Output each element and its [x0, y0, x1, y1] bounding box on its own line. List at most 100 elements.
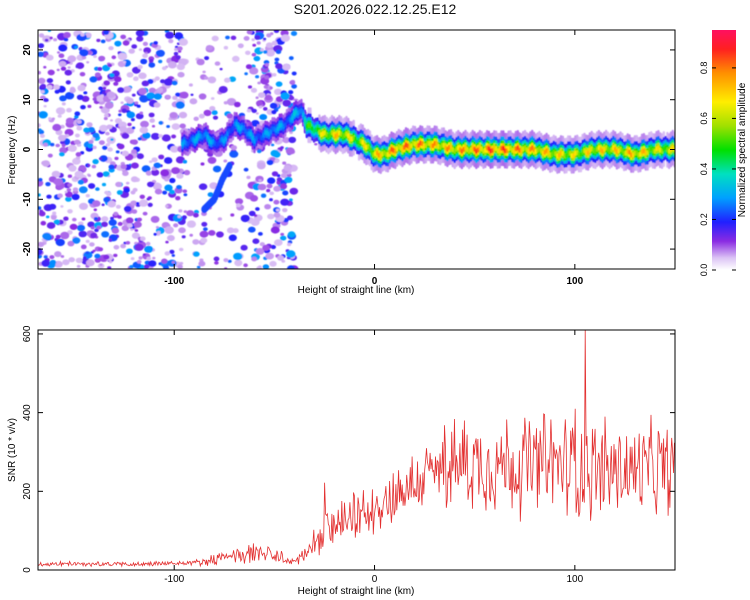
noise-speckle [188, 83, 193, 87]
noise-speckle [81, 55, 87, 60]
noise-speckle [128, 48, 135, 54]
noise-speckle [64, 190, 68, 194]
noise-speckle [92, 132, 100, 139]
noise-speckle [251, 108, 257, 113]
colorbar-label: Normalized spectral amplitude [737, 82, 748, 217]
noise-speckle [266, 33, 272, 38]
noise-speckle [97, 247, 104, 252]
noise-speckle [91, 137, 96, 141]
noise-speckle [181, 215, 187, 220]
noise-speckle [57, 193, 63, 198]
noise-speckle [101, 216, 109, 222]
noise-speckle [255, 75, 260, 79]
noise-speckle [269, 260, 277, 267]
noise-speckle [126, 223, 133, 228]
noise-speckle [272, 73, 277, 77]
noise-speckle [126, 97, 134, 104]
noise-speckle [45, 182, 51, 187]
noise-speckle [270, 143, 275, 147]
noise-speckle [164, 177, 170, 182]
noise-speckle [212, 115, 219, 120]
ridge-cell [312, 128, 316, 134]
ridge-cell [238, 126, 242, 132]
noise-speckle [288, 56, 294, 61]
ridge-cell [347, 133, 350, 139]
ridge-cell [421, 141, 424, 147]
noise-speckle [279, 183, 288, 190]
noise-speckle [245, 50, 251, 55]
noise-speckle [146, 92, 156, 100]
noise-speckle [174, 47, 179, 52]
noise-speckle [69, 87, 76, 93]
noise-speckle [75, 257, 83, 264]
ridge-cell [186, 141, 189, 147]
ridge-halo-speckle [314, 143, 318, 146]
noise-speckle [193, 212, 199, 218]
noise-speckle [280, 92, 290, 100]
noise-speckle [136, 202, 140, 205]
noise-speckle [51, 215, 57, 220]
ridge-cell [424, 143, 427, 149]
noise-speckle [140, 120, 149, 128]
noise-speckle [266, 188, 271, 193]
noise-speckle [123, 187, 130, 193]
noise-speckle [115, 181, 122, 188]
noise-speckle [176, 63, 185, 71]
ridge-cell [512, 148, 516, 154]
noise-speckle [62, 259, 70, 266]
noise-speckle [256, 41, 261, 45]
noise-speckle [179, 123, 186, 129]
noise-speckle [182, 189, 188, 193]
noise-speckle [265, 94, 272, 101]
noise-speckle [116, 190, 123, 195]
noise-speckle [179, 261, 184, 265]
colorbar-tick-label: 0.0 [699, 264, 709, 277]
noise-speckle [192, 239, 200, 245]
noise-speckle [171, 254, 175, 257]
noise-speckle [153, 232, 157, 236]
noise-speckle [266, 183, 273, 189]
noise-speckle [257, 183, 267, 191]
noise-speckle [76, 94, 84, 101]
noise-speckle [175, 196, 181, 201]
ridge-cell [496, 148, 500, 154]
noise-speckle [183, 210, 188, 214]
noise-speckle [38, 33, 45, 38]
noise-speckle [224, 77, 231, 83]
noise-speckle [270, 149, 280, 157]
noise-speckle [99, 124, 108, 132]
noise-speckle [60, 255, 65, 258]
noise-speckle [289, 187, 299, 195]
noise-speckle [61, 143, 66, 147]
noise-speckle [53, 84, 60, 90]
noise-speckle [153, 182, 162, 190]
noise-speckle [59, 147, 68, 154]
snr-series-line [38, 330, 675, 568]
noise-speckle [214, 261, 219, 265]
noise-speckle [155, 226, 159, 229]
noise-speckle [210, 97, 215, 100]
y-tick-label: 600 [22, 325, 33, 342]
noise-speckle [277, 255, 285, 261]
noise-speckle [223, 159, 228, 163]
noise-speckle [68, 165, 77, 172]
noise-speckle [131, 149, 137, 154]
noise-speckle [126, 111, 136, 119]
noise-speckle [175, 92, 181, 97]
noise-speckle [72, 157, 81, 165]
noise-speckle [123, 86, 132, 93]
ridge-cell [202, 132, 206, 138]
ridge-cell [269, 129, 272, 135]
noise-speckle [256, 100, 263, 106]
noise-speckle [169, 177, 176, 184]
noise-speckle [171, 123, 180, 130]
noise-speckle [179, 91, 189, 99]
noise-speckle [142, 253, 146, 256]
ridge-cell [381, 151, 384, 157]
noise-speckle [120, 164, 127, 170]
noise-speckle [121, 150, 129, 157]
y-tick-label: 0 [22, 146, 33, 152]
ridge-cell [503, 148, 507, 154]
noise-speckle [282, 99, 292, 107]
